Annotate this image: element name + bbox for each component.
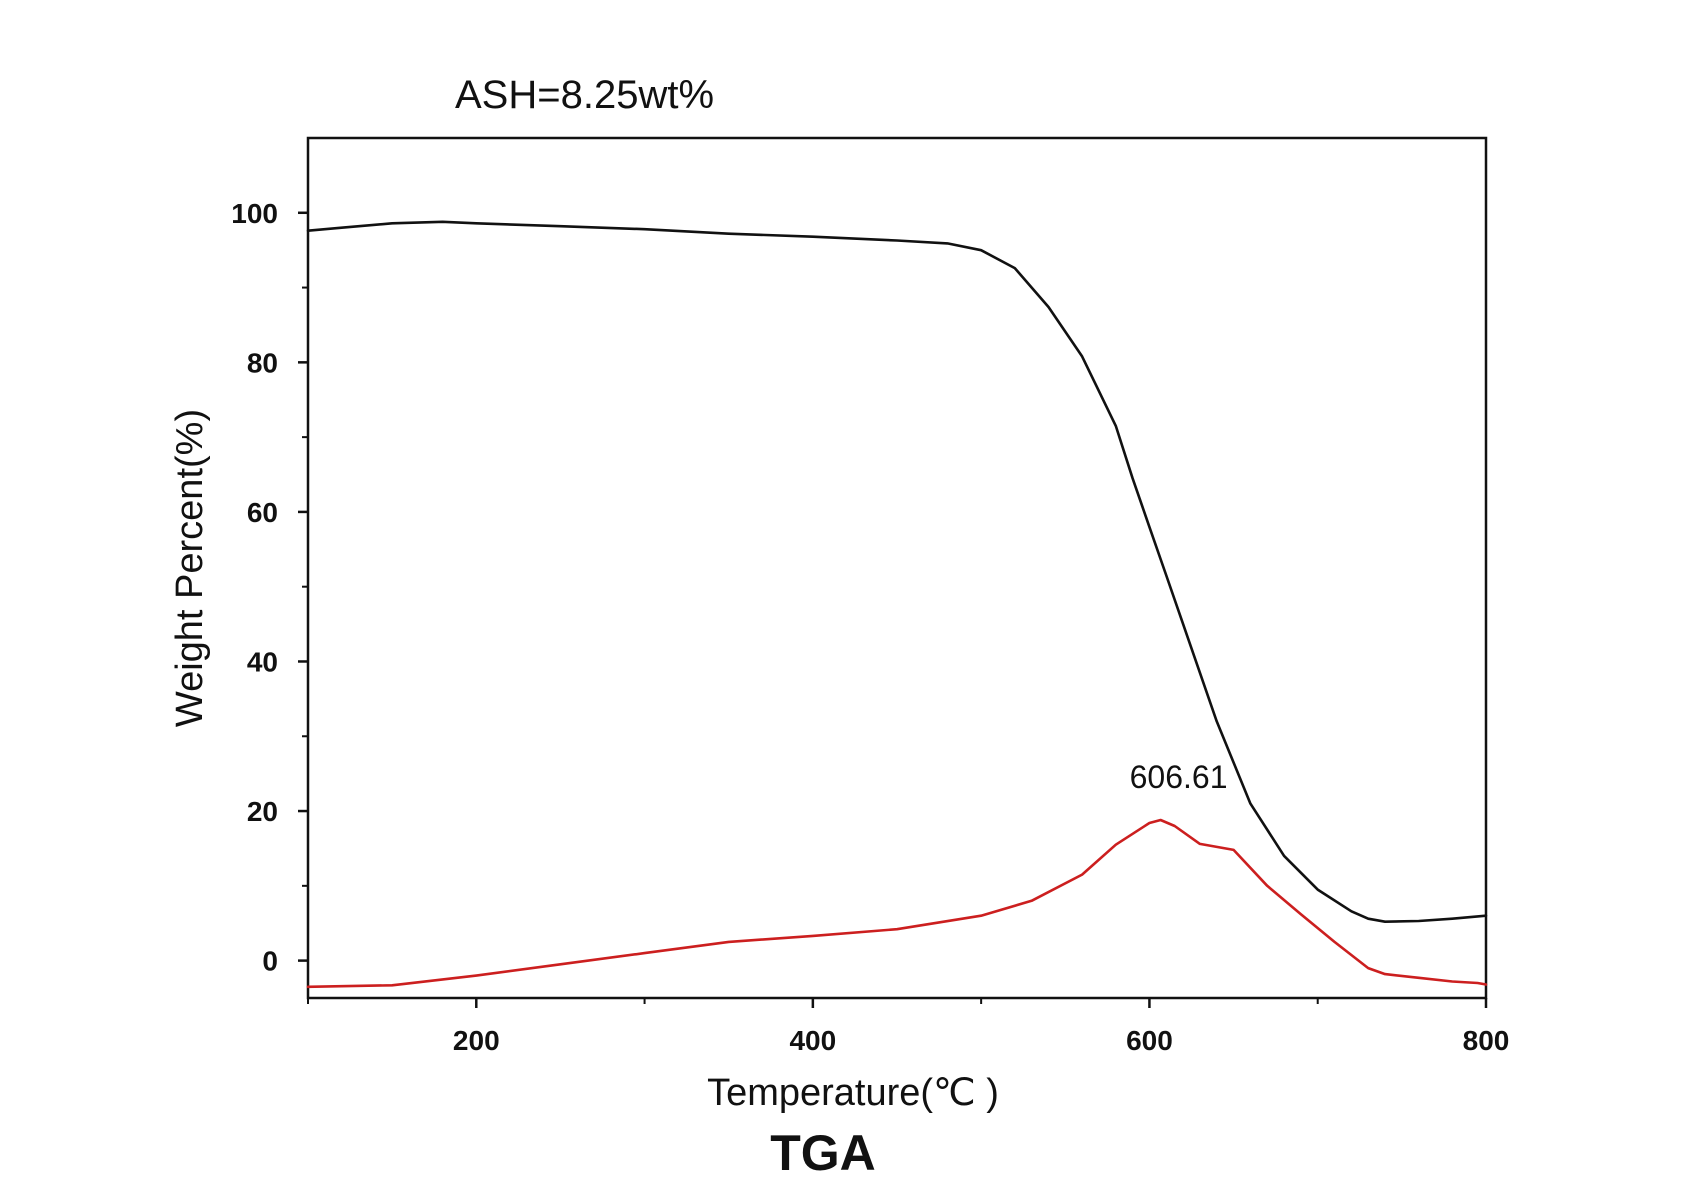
peak-annotation: 606.61 [1130, 759, 1228, 795]
x-tick-label-600: 600 [1126, 1025, 1173, 1056]
y-tick-label-20: 20 [247, 796, 278, 827]
plot-frame [306, 136, 1488, 1000]
series-line-tg [306, 220, 1488, 923]
x-tick-label-400: 400 [789, 1025, 836, 1056]
x-tick-label-800: 800 [1463, 1025, 1510, 1056]
y-tick-label-80: 80 [247, 347, 278, 378]
y-tick-label-100: 100 [231, 198, 278, 229]
ash-annotation: ASH=8.25wt% [455, 73, 714, 117]
series-layer [306, 220, 1488, 989]
axis-ticks: 200 400 600 800 0 20 40 60 80 100 [231, 198, 1509, 1056]
chart-title: TGA [770, 1125, 876, 1181]
y-tick-label-0: 0 [262, 946, 278, 977]
y-tick-label-60: 60 [247, 497, 278, 528]
series-line-dtg [306, 818, 1488, 989]
y-tick-label-40: 40 [247, 646, 278, 677]
x-tick-label-200: 200 [453, 1025, 500, 1056]
y-axis-title: Weight Percent(%) [169, 409, 211, 727]
x-axis-title: Temperature(℃ ) [707, 1072, 999, 1114]
